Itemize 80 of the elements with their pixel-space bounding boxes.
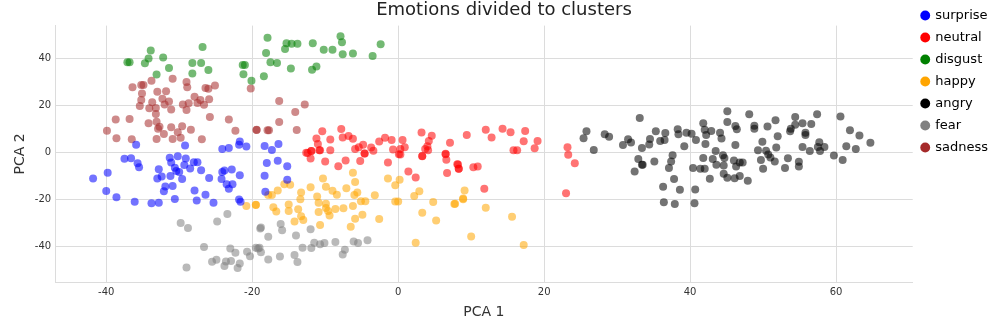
y-axis-title: PCA 2: [11, 133, 28, 175]
legend-label: neutral: [935, 28, 982, 44]
point: [182, 263, 191, 272]
point: [176, 219, 185, 228]
point: [337, 38, 346, 47]
x-tick-label: -40: [98, 285, 115, 297]
point: [247, 76, 256, 85]
point: [200, 243, 209, 252]
legend-label: disgust: [935, 50, 983, 66]
point: [140, 59, 149, 68]
point: [226, 244, 235, 253]
point: [164, 63, 173, 72]
point: [233, 264, 242, 273]
x-tick-label: 20: [537, 285, 551, 297]
y-tick-label: -40: [34, 240, 52, 252]
point: [338, 50, 347, 59]
point: [198, 43, 207, 52]
point: [188, 59, 197, 68]
point: [183, 224, 192, 233]
point: [259, 72, 268, 81]
y-tick-label: 40: [38, 52, 52, 64]
point: [319, 45, 328, 54]
point: [307, 244, 316, 253]
point: [204, 66, 213, 75]
point: [331, 237, 340, 246]
x-tick-label: 40: [683, 285, 697, 297]
point: [239, 70, 248, 79]
point: [291, 231, 300, 240]
point: [208, 257, 217, 266]
y-tick-label: 20: [38, 99, 52, 111]
point: [220, 261, 229, 270]
point: [298, 243, 307, 252]
point: [213, 217, 222, 226]
point: [223, 209, 232, 218]
point: [306, 225, 315, 234]
point: [146, 46, 155, 55]
point: [363, 236, 372, 245]
point: [227, 257, 236, 266]
legend-label: angry: [935, 94, 974, 110]
point: [188, 69, 197, 78]
legend-label: fear: [935, 116, 962, 132]
point: [290, 250, 299, 259]
point: [264, 232, 273, 241]
point: [152, 70, 161, 79]
chart-title: Emotions divided to clusters: [376, 0, 632, 20]
point: [266, 58, 275, 67]
point: [368, 51, 377, 60]
point: [278, 226, 287, 235]
point: [320, 238, 329, 247]
legend-label: surprise: [935, 6, 988, 22]
point: [328, 45, 337, 54]
point: [293, 39, 302, 48]
point: [273, 59, 282, 68]
x-axis-title: PCA 1: [463, 303, 505, 320]
point: [159, 53, 168, 62]
point: [348, 49, 357, 58]
point: [286, 64, 295, 73]
point: [281, 44, 290, 53]
point: [338, 250, 347, 259]
point: [197, 59, 206, 68]
point: [231, 248, 240, 257]
x-tick-label: -20: [244, 285, 261, 297]
legend-label: happy: [935, 72, 976, 88]
legend-label: sadness: [935, 138, 989, 154]
y-tick-label: 0: [44, 146, 52, 158]
point: [376, 40, 385, 49]
point: [246, 252, 255, 261]
point: [312, 62, 321, 71]
point: [264, 255, 273, 264]
point: [262, 48, 271, 57]
point: [293, 257, 302, 266]
point: [354, 238, 363, 247]
point: [256, 248, 265, 257]
point: [308, 39, 317, 48]
point: [263, 33, 272, 42]
x-tick-label: 0: [394, 285, 402, 297]
x-tick-label: 60: [829, 285, 843, 297]
y-tick-label: -20: [34, 193, 52, 205]
point: [275, 252, 284, 261]
point: [276, 220, 285, 229]
